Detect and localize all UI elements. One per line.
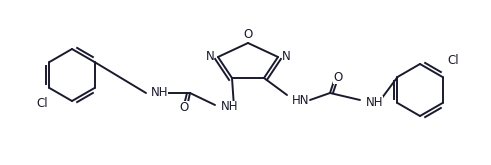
Text: HN: HN xyxy=(292,94,309,106)
Text: NH: NH xyxy=(366,96,383,109)
Text: Cl: Cl xyxy=(447,54,459,67)
Text: O: O xyxy=(333,71,343,84)
Text: N: N xyxy=(282,50,290,63)
Text: Cl: Cl xyxy=(37,97,48,110)
Text: N: N xyxy=(206,50,215,63)
Text: NH: NH xyxy=(151,86,168,99)
Text: NH: NH xyxy=(221,100,239,114)
Text: O: O xyxy=(244,28,253,40)
Text: O: O xyxy=(179,101,189,114)
